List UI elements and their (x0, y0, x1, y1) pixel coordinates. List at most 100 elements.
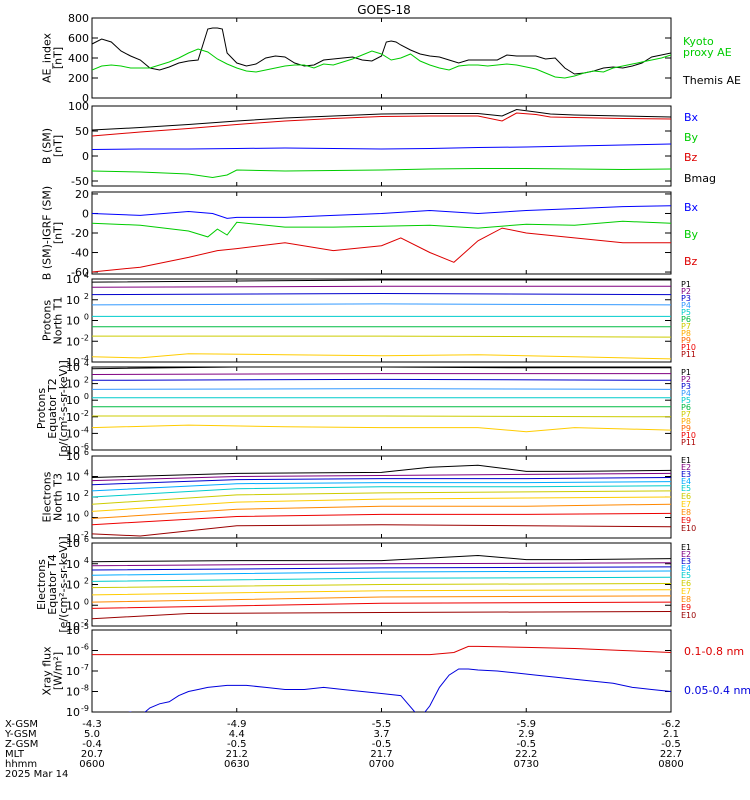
x-tick-label: 0600 (79, 759, 104, 770)
y-tick-label: -40 (71, 247, 89, 260)
legend-entry: 0.05-0.4 nm (684, 684, 750, 697)
legend-entry: P11 (681, 438, 696, 447)
y-axis-label: Protons (41, 300, 54, 341)
x-axis-row-label: MLT (5, 749, 25, 760)
y-tick-exponent: 4 (84, 271, 89, 280)
legend-entry: E3 (681, 470, 691, 479)
legend-entry: Kyoto (683, 35, 714, 48)
chart-title: GOES-18 (357, 3, 411, 17)
series-line-p7 (92, 415, 671, 418)
series-line-e2 (92, 562, 671, 567)
x-tick-label: -0.5 (661, 739, 681, 750)
y-tick-exponent: -8 (81, 684, 89, 693)
series-line-e8 (92, 595, 671, 603)
series-line-e7 (92, 496, 671, 512)
y-axis-label: [nT] (52, 47, 65, 69)
legend-entry: Bz (684, 151, 698, 164)
legend-entry: E3 (681, 557, 691, 566)
legend-entry: P3 (681, 382, 691, 391)
legend-entry: P6 (681, 315, 691, 324)
legend-entry: P8 (681, 329, 691, 338)
legend-entry: E9 (681, 516, 691, 525)
y-tick-label: 10 (66, 356, 80, 369)
legend-entry: 0.1-0.8 nm (684, 645, 744, 658)
y-tick-exponent: 6 (84, 535, 89, 544)
panel-frame (91, 191, 672, 275)
y-tick-label: 10 (66, 491, 80, 504)
series-line-e4 (92, 570, 671, 576)
y-axis-label: Electrons (35, 559, 48, 610)
series-line-kyoto-proxy-ae (92, 48, 671, 79)
legend-entry: E7 (681, 500, 691, 509)
x-tick-label: -0.5 (516, 739, 536, 750)
legend-entry: proxy AE (683, 46, 732, 59)
x-axis: X-GSM -4.3 -4.9 -5.5 -5.9 -6.2 Y-GSM 5.0 4.4 3.7 2… (4, 719, 684, 780)
legend-entry: E2 (681, 463, 691, 472)
legend-entry: P3 (681, 294, 691, 303)
series-line-bx (92, 143, 671, 150)
series-line-p2 (92, 285, 671, 288)
legend-entry: E5 (681, 484, 691, 493)
y-tick-label: -20 (71, 227, 89, 240)
legend-entry: P2 (681, 375, 691, 384)
legend-entry: P11 (681, 350, 696, 359)
x-tick-label: -6.2 (661, 719, 681, 730)
x-tick-label: 0700 (369, 759, 394, 770)
y-tick-label: 10 (66, 624, 80, 637)
y-tick-label: 400 (68, 52, 89, 65)
x-tick-label: 21.2 (226, 749, 248, 760)
y-tick-exponent: -5 (81, 622, 89, 631)
series-line-by (92, 220, 671, 238)
legend-entry: P1 (681, 280, 691, 289)
series-line-p7 (92, 335, 671, 338)
series-line-themis-ae (92, 27, 671, 75)
y-tick-label: 0 (82, 207, 89, 220)
series-line-e3 (92, 477, 671, 486)
legend-entry: E8 (681, 508, 691, 517)
series-line-e4 (92, 481, 671, 492)
y-tick-label: 200 (68, 72, 89, 85)
y-tick-label: 10 (66, 532, 80, 545)
y-tick-exponent: -6 (81, 442, 89, 451)
y-tick-label: 10 (66, 294, 80, 307)
y-axis-label: Equator T4 (46, 554, 59, 614)
series-line-p1 (92, 367, 671, 370)
y-tick-label: 10 (66, 558, 80, 571)
series-line-p9 (92, 353, 671, 360)
series-line-bx (92, 205, 671, 219)
series-line-p9 (92, 424, 671, 433)
legend-entry: P8 (681, 417, 691, 426)
y-tick-exponent: 0 (84, 597, 89, 606)
legend-entry: P9 (681, 336, 691, 345)
series-line-by (92, 168, 671, 179)
y-tick-exponent: 2 (84, 292, 89, 301)
legend-entry: Themis AE (682, 74, 741, 87)
series-line-0-05-0-4-nm (128, 668, 671, 712)
legend-entry: P9 (681, 424, 691, 433)
date-label: 2025 Mar 14 (5, 769, 68, 780)
y-axis-label: Electrons (41, 471, 54, 522)
y-tick-label: 10 (66, 620, 80, 633)
y-tick-exponent: 0 (84, 313, 89, 322)
series-line-e10 (92, 524, 671, 537)
y-axis-label: North T3 (52, 473, 65, 521)
x-tick-label: 22.2 (515, 749, 537, 760)
legend-entry: E10 (681, 524, 696, 533)
y-tick-label: 10 (66, 665, 80, 678)
y-tick-exponent: 2 (84, 489, 89, 498)
legend-entry: E6 (681, 492, 691, 501)
legend-entry: E4 (681, 477, 691, 486)
y-tick-label: 0 (82, 92, 89, 105)
x-axis-row-label: X-GSM (5, 719, 38, 730)
x-tick-label: 5.0 (84, 729, 100, 740)
y-tick-label: 10 (66, 335, 80, 348)
y-axis-label: [W/m²] (52, 652, 65, 690)
legend-entry: E8 (681, 595, 691, 604)
y-axis-label: [p/(cm²-s-sr-keV)] (57, 360, 70, 457)
series-line-e6 (92, 583, 671, 589)
legend-entry: E5 (681, 571, 691, 580)
